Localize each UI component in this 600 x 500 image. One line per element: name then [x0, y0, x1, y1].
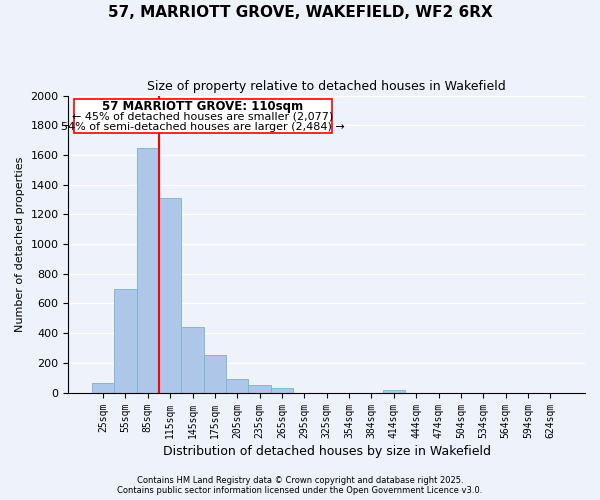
- Bar: [114, 288, 137, 393]
- Bar: [181, 327, 204, 392]
- Bar: [137, 148, 159, 392]
- Bar: [204, 354, 226, 393]
- Bar: [159, 198, 181, 392]
- Bar: [248, 385, 271, 392]
- Text: 54% of semi-detached houses are larger (2,484) →: 54% of semi-detached houses are larger (…: [61, 122, 344, 132]
- Text: 57, MARRIOTT GROVE, WAKEFIELD, WF2 6RX: 57, MARRIOTT GROVE, WAKEFIELD, WF2 6RX: [107, 5, 493, 20]
- Text: ← 45% of detached houses are smaller (2,077): ← 45% of detached houses are smaller (2,…: [72, 112, 334, 122]
- Text: Contains HM Land Registry data © Crown copyright and database right 2025.
Contai: Contains HM Land Registry data © Crown c…: [118, 476, 482, 495]
- Bar: [92, 383, 114, 392]
- Bar: [226, 379, 248, 392]
- Title: Size of property relative to detached houses in Wakefield: Size of property relative to detached ho…: [148, 80, 506, 93]
- Bar: [271, 388, 293, 392]
- X-axis label: Distribution of detached houses by size in Wakefield: Distribution of detached houses by size …: [163, 444, 491, 458]
- FancyBboxPatch shape: [74, 98, 332, 132]
- Bar: [383, 390, 405, 392]
- Y-axis label: Number of detached properties: Number of detached properties: [15, 156, 25, 332]
- Text: 57 MARRIOTT GROVE: 110sqm: 57 MARRIOTT GROVE: 110sqm: [102, 100, 303, 112]
